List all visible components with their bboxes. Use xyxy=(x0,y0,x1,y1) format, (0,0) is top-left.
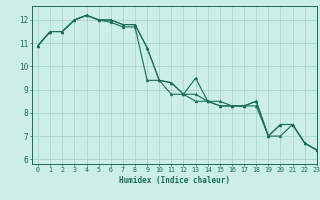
X-axis label: Humidex (Indice chaleur): Humidex (Indice chaleur) xyxy=(119,176,230,185)
